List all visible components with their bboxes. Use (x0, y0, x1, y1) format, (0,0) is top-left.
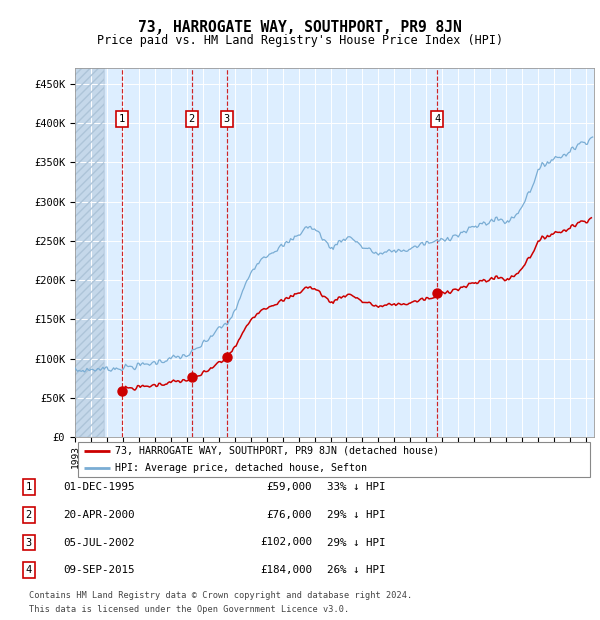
Text: HPI: Average price, detached house, Sefton: HPI: Average price, detached house, Seft… (115, 463, 367, 473)
FancyBboxPatch shape (77, 442, 590, 477)
Text: 3: 3 (26, 538, 32, 547)
Text: £59,000: £59,000 (266, 482, 312, 492)
Text: 26% ↓ HPI: 26% ↓ HPI (327, 565, 386, 575)
Text: £184,000: £184,000 (260, 565, 312, 575)
Text: £76,000: £76,000 (266, 510, 312, 520)
Text: 09-SEP-2015: 09-SEP-2015 (63, 565, 134, 575)
Text: This data is licensed under the Open Government Licence v3.0.: This data is licensed under the Open Gov… (29, 604, 349, 614)
Text: Contains HM Land Registry data © Crown copyright and database right 2024.: Contains HM Land Registry data © Crown c… (29, 591, 412, 600)
Text: 2: 2 (26, 510, 32, 520)
Bar (75, 68, 104, 437)
Bar (75, 68, 104, 437)
Text: 29% ↓ HPI: 29% ↓ HPI (327, 538, 386, 547)
Text: 29% ↓ HPI: 29% ↓ HPI (327, 510, 386, 520)
Text: 2: 2 (188, 114, 195, 124)
Text: 73, HARROGATE WAY, SOUTHPORT, PR9 8JN (detached house): 73, HARROGATE WAY, SOUTHPORT, PR9 8JN (d… (115, 446, 439, 456)
Text: £102,000: £102,000 (260, 538, 312, 547)
Text: 4: 4 (26, 565, 32, 575)
Text: 33% ↓ HPI: 33% ↓ HPI (327, 482, 386, 492)
Text: 73, HARROGATE WAY, SOUTHPORT, PR9 8JN: 73, HARROGATE WAY, SOUTHPORT, PR9 8JN (138, 20, 462, 35)
Text: Price paid vs. HM Land Registry's House Price Index (HPI): Price paid vs. HM Land Registry's House … (97, 34, 503, 47)
Text: 4: 4 (434, 114, 440, 124)
Text: 01-DEC-1995: 01-DEC-1995 (63, 482, 134, 492)
Text: 1: 1 (118, 114, 125, 124)
Text: 20-APR-2000: 20-APR-2000 (63, 510, 134, 520)
Text: 3: 3 (224, 114, 230, 124)
Text: 1: 1 (26, 482, 32, 492)
Text: 05-JUL-2002: 05-JUL-2002 (63, 538, 134, 547)
